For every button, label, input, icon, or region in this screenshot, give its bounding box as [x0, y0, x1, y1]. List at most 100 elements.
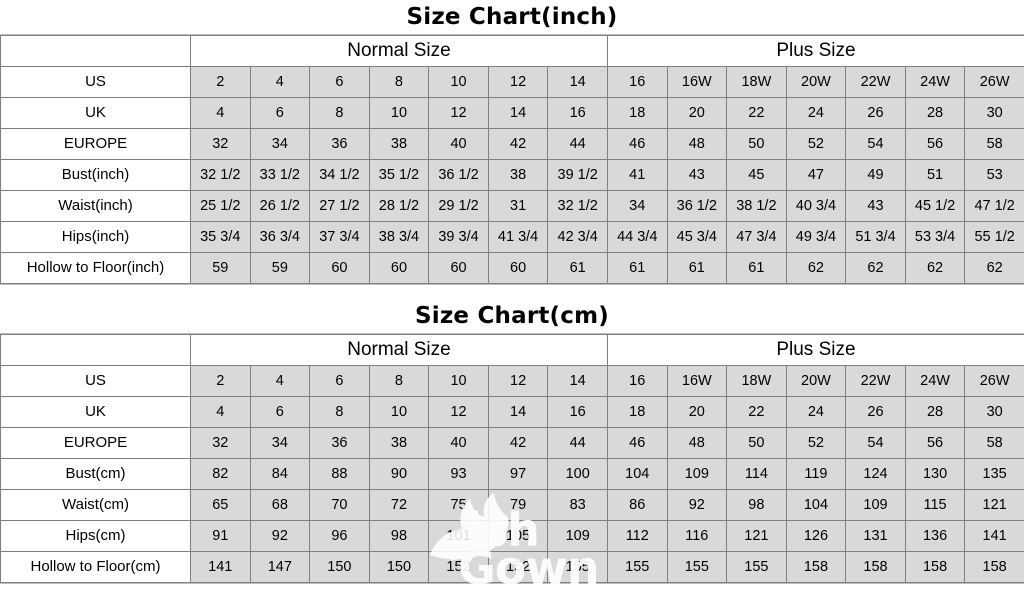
cell-inch-r4-c6: 32 1/2	[547, 190, 608, 222]
cell-inch-r2-c12: 56	[904, 128, 966, 160]
cell-inch-r4-c11: 43	[845, 190, 906, 222]
cell-inch-r2-c10: 52	[785, 128, 847, 160]
row-label-hollow-to-floor-inch: Hollow to Floor(inch)	[0, 252, 191, 284]
cell-inch-r0-c12: 24W	[904, 66, 966, 98]
cell-cm-r0-c0: 2	[190, 365, 251, 397]
group-header-plus-size: Plus Size	[606, 334, 1024, 366]
size-table-cm-body: Normal Size Plus Size US 2 4 6 8 10 12 14 16 16W 18W…	[0, 334, 1024, 583]
cell-cm-r3-c5: 97	[487, 458, 549, 490]
cell-inch-r4-c9: 38 1/2	[726, 190, 787, 222]
cell-inch-r5-c5: 41 3/4	[487, 221, 549, 253]
table-row: Hollow to Floor(cm) 141 147 150 150 152 152 155…	[0, 551, 1024, 583]
group-header-row: Normal Size Plus Size	[0, 334, 1024, 366]
cell-cm-r0-c3: 8	[368, 365, 430, 397]
table-row: US 2 4 6 8 10 12 14 16 16W 18W 20W 22W 24W 26W	[0, 365, 1024, 397]
cell-inch-r6-c13: 62	[964, 252, 1024, 284]
cell-cm-r0-c1: 4	[249, 365, 311, 397]
cell-cm-r2-c8: 48	[666, 427, 728, 459]
row-label-uk: UK	[0, 97, 191, 129]
cell-inch-r6-c2: 60	[309, 252, 370, 284]
cell-cm-r1-c6: 16	[547, 396, 608, 428]
row-label-bust-inch: Bust(inch)	[0, 159, 191, 191]
cell-cm-r4-c13: 121	[964, 489, 1024, 521]
cell-cm-r0-c10: 20W	[785, 365, 847, 397]
cell-inch-r3-c12: 51	[904, 159, 966, 191]
cell-cm-r0-c7: 16	[606, 365, 668, 397]
cell-cm-r1-c12: 28	[904, 396, 966, 428]
cell-cm-r1-c1: 6	[249, 396, 311, 428]
cell-inch-r3-c4: 36 1/2	[428, 159, 489, 191]
cell-cm-r1-c11: 26	[845, 396, 906, 428]
cell-inch-r2-c1: 34	[249, 128, 311, 160]
cell-inch-r6-c12: 62	[904, 252, 966, 284]
cell-cm-r4-c6: 83	[547, 489, 608, 521]
cell-cm-r6-c0: 141	[190, 551, 251, 583]
row-label-us: US	[0, 66, 191, 98]
cell-cm-r0-c2: 6	[309, 365, 370, 397]
cell-inch-r4-c10: 40 3/4	[785, 190, 847, 222]
cell-cm-r4-c5: 79	[487, 489, 549, 521]
cell-inch-r3-c1: 33 1/2	[249, 159, 311, 191]
table-row: UK 4 6 8 10 12 14 16 18 20 22 24 26 28 30	[0, 97, 1024, 129]
cell-cm-r2-c0: 32	[190, 427, 251, 459]
size-chart-inch-block: Size Chart(inch) Normal Size Plus Size US 2…	[0, 0, 1024, 285]
cell-cm-r2-c13: 58	[964, 427, 1024, 459]
cell-cm-r5-c12: 136	[904, 520, 966, 552]
cell-cm-r4-c2: 70	[309, 489, 370, 521]
cell-inch-r2-c6: 44	[547, 128, 608, 160]
cell-cm-r5-c5: 105	[487, 520, 549, 552]
cell-inch-r0-c8: 16W	[666, 66, 728, 98]
row-label-hollow-to-floor-cm: Hollow to Floor(cm)	[0, 551, 191, 583]
cell-inch-r3-c6: 39 1/2	[547, 159, 608, 191]
cell-cm-r4-c8: 92	[666, 489, 728, 521]
cell-cm-r6-c3: 150	[368, 551, 430, 583]
cell-cm-r1-c0: 4	[190, 396, 251, 428]
cell-inch-r0-c5: 12	[487, 66, 549, 98]
cell-inch-r4-c0: 25 1/2	[190, 190, 251, 222]
cell-inch-r6-c10: 62	[785, 252, 847, 284]
cell-cm-r4-c0: 65	[190, 489, 251, 521]
row-label-hips-cm: Hips(cm)	[0, 520, 191, 552]
cell-inch-r0-c1: 4	[249, 66, 311, 98]
cell-cm-r2-c3: 38	[368, 427, 430, 459]
row-label-uk: UK	[0, 396, 191, 428]
cell-inch-r2-c2: 36	[309, 128, 370, 160]
cell-cm-r3-c10: 119	[785, 458, 847, 490]
cell-inch-r0-c11: 22W	[845, 66, 906, 98]
cell-inch-r0-c6: 14	[547, 66, 608, 98]
cell-cm-r0-c8: 16W	[666, 365, 728, 397]
cell-cm-r0-c5: 12	[487, 365, 549, 397]
cell-inch-r0-c10: 20W	[785, 66, 847, 98]
row-label-waist-inch: Waist(inch)	[0, 190, 191, 222]
cell-cm-r5-c2: 96	[309, 520, 370, 552]
cell-cm-r1-c3: 10	[368, 396, 430, 428]
cell-cm-r6-c5: 152	[487, 551, 549, 583]
cell-cm-r3-c7: 104	[606, 458, 668, 490]
cell-inch-r3-c5: 38	[487, 159, 549, 191]
cell-cm-r0-c11: 22W	[845, 365, 906, 397]
cell-inch-r4-c4: 29 1/2	[428, 190, 489, 222]
cell-cm-r6-c7: 155	[606, 551, 668, 583]
cell-cm-r6-c10: 158	[785, 551, 847, 583]
cell-cm-r4-c4: 75	[428, 489, 489, 521]
cell-inch-r2-c0: 32	[190, 128, 251, 160]
cell-inch-r5-c1: 36 3/4	[249, 221, 311, 253]
cell-inch-r3-c10: 47	[785, 159, 847, 191]
cell-inch-r0-c13: 26W	[964, 66, 1024, 98]
cell-inch-r1-c3: 10	[368, 97, 430, 129]
cell-cm-r4-c9: 98	[726, 489, 787, 521]
cell-inch-r1-c8: 20	[666, 97, 728, 129]
cell-inch-r6-c7: 61	[606, 252, 668, 284]
cell-inch-r1-c11: 26	[845, 97, 906, 129]
cell-inch-r0-c9: 18W	[726, 66, 787, 98]
cell-cm-r3-c4: 93	[428, 458, 489, 490]
cell-cm-r4-c10: 104	[785, 489, 847, 521]
cell-inch-r5-c12: 53 3/4	[904, 221, 966, 253]
cell-inch-r6-c4: 60	[428, 252, 489, 284]
cell-inch-r6-c6: 61	[547, 252, 608, 284]
cell-inch-r1-c7: 18	[606, 97, 668, 129]
cell-inch-r4-c13: 47 1/2	[964, 190, 1024, 222]
row-label-waist-cm: Waist(cm)	[0, 489, 191, 521]
cell-inch-r5-c0: 35 3/4	[190, 221, 251, 253]
cell-cm-r5-c4: 101	[428, 520, 489, 552]
